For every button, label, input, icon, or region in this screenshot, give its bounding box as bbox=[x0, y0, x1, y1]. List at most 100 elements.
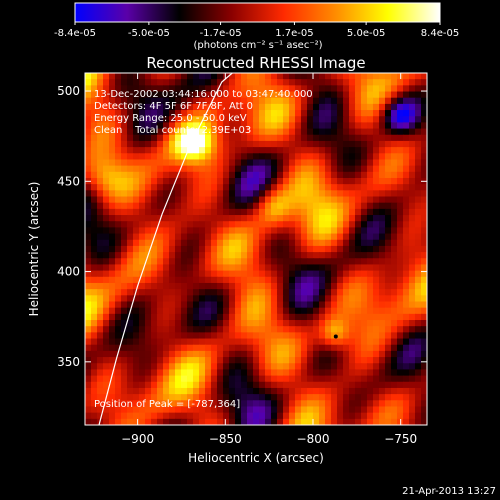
heatmap-cell bbox=[133, 215, 140, 222]
heatmap-cell bbox=[373, 73, 380, 80]
heatmap-cell bbox=[163, 177, 170, 185]
heatmap-cell bbox=[199, 282, 206, 290]
heatmap-cell bbox=[337, 79, 344, 86]
heatmap-cell bbox=[91, 338, 98, 346]
heatmap-cell bbox=[385, 103, 392, 111]
heatmap-cell bbox=[241, 301, 248, 309]
heatmap-cell bbox=[223, 190, 230, 198]
heatmap-cell bbox=[253, 233, 260, 241]
heatmap-cell bbox=[151, 301, 158, 309]
heatmap-cell bbox=[157, 245, 164, 253]
heatmap-cell bbox=[379, 190, 386, 198]
heatmap-cell bbox=[325, 412, 332, 420]
heatmap-cell bbox=[373, 221, 380, 228]
heatmap-cell bbox=[85, 357, 92, 364]
heatmap-cell bbox=[415, 394, 422, 401]
heatmap-cell bbox=[115, 270, 122, 278]
heatmap-cell bbox=[151, 91, 158, 99]
heatmap-cell bbox=[193, 85, 200, 93]
heatmap-cell bbox=[187, 79, 194, 86]
heatmap-cell bbox=[211, 381, 218, 389]
heatmap-cell bbox=[103, 122, 110, 130]
heatmap-cell bbox=[319, 239, 326, 247]
heatmap-cell bbox=[169, 406, 176, 414]
heatmap-cell bbox=[211, 177, 218, 185]
heatmap-cell bbox=[301, 320, 308, 327]
heatmap-cell bbox=[277, 264, 284, 272]
heatmap-cell bbox=[415, 406, 422, 414]
heatmap-cell bbox=[325, 233, 332, 241]
heatmap-cell bbox=[325, 85, 332, 93]
heatmap-cell bbox=[421, 134, 427, 142]
heatmap-cell bbox=[247, 338, 254, 346]
heatmap-cell bbox=[163, 332, 170, 340]
heatmap-cell bbox=[289, 344, 296, 352]
heatmap-cell bbox=[277, 313, 284, 321]
heatmap-cell bbox=[133, 177, 140, 185]
heatmap-cell bbox=[187, 85, 194, 93]
heatmap-cell bbox=[97, 270, 104, 278]
heatmap-cell bbox=[97, 233, 104, 241]
heatmap-cell bbox=[277, 202, 284, 210]
heatmap-cell bbox=[415, 233, 422, 241]
heatmap-cell bbox=[391, 128, 398, 136]
heatmap-cell bbox=[157, 270, 164, 278]
heatmap-cell bbox=[235, 381, 242, 389]
heatmap-cell bbox=[253, 153, 260, 161]
heatmap-cell bbox=[373, 418, 380, 425]
heatmap-cell bbox=[217, 110, 224, 117]
heatmap-cell bbox=[253, 344, 260, 352]
heatmap-cell bbox=[409, 295, 416, 303]
heatmap-cell bbox=[319, 196, 326, 204]
heatmap-cell bbox=[289, 375, 296, 383]
heatmap-cell bbox=[229, 406, 236, 414]
heatmap-cell bbox=[355, 295, 362, 303]
heatmap-cell bbox=[97, 159, 104, 167]
heatmap-cell bbox=[265, 227, 272, 235]
heatmap-cell bbox=[115, 363, 122, 371]
heatmap-cell bbox=[415, 128, 422, 136]
heatmap-cell bbox=[121, 258, 128, 266]
heatmap-cell bbox=[331, 394, 338, 401]
heatmap-cell bbox=[163, 73, 170, 80]
heatmap-cell bbox=[157, 190, 164, 198]
heatmap-cell bbox=[301, 85, 308, 93]
heatmap-cell bbox=[115, 227, 122, 235]
heatmap-cell bbox=[175, 264, 182, 272]
heatmap-cell bbox=[295, 165, 302, 173]
heatmap-cell bbox=[229, 190, 236, 198]
heatmap-cell bbox=[193, 258, 200, 266]
heatmap-cell bbox=[271, 245, 278, 253]
heatmap-cell bbox=[361, 171, 368, 179]
heatmap-cell bbox=[403, 221, 410, 228]
heatmap-cell bbox=[145, 153, 152, 161]
heatmap-cell bbox=[421, 171, 427, 179]
heatmap-cell bbox=[277, 73, 284, 80]
heatmap-cell bbox=[187, 375, 194, 383]
heatmap-cell bbox=[379, 406, 386, 414]
heatmap-cell bbox=[193, 239, 200, 247]
heatmap-cell bbox=[403, 208, 410, 216]
heatmap-cell bbox=[241, 387, 248, 395]
heatmap-cell bbox=[187, 332, 194, 340]
heatmap-cell bbox=[85, 295, 92, 303]
heatmap-cell bbox=[283, 73, 290, 80]
heatmap-cell bbox=[127, 233, 134, 241]
heatmap-cell bbox=[361, 276, 368, 284]
heatmap-cell bbox=[229, 320, 236, 327]
heatmap-cell bbox=[127, 177, 134, 185]
heatmap-cell bbox=[373, 276, 380, 284]
heatmap-cell bbox=[133, 245, 140, 253]
heatmap-cell bbox=[349, 153, 356, 161]
heatmap-cell bbox=[391, 307, 398, 315]
heatmap-cell bbox=[325, 171, 332, 179]
heatmap-cell bbox=[103, 190, 110, 198]
heatmap-cell bbox=[235, 159, 242, 167]
heatmap-cell bbox=[127, 418, 134, 425]
heatmap-cell bbox=[199, 350, 206, 358]
heatmap-cell bbox=[391, 140, 398, 148]
heatmap-cell bbox=[295, 103, 302, 111]
heatmap-cell bbox=[379, 73, 386, 80]
heatmap-cell bbox=[253, 159, 260, 167]
heatmap-cell bbox=[385, 110, 392, 117]
